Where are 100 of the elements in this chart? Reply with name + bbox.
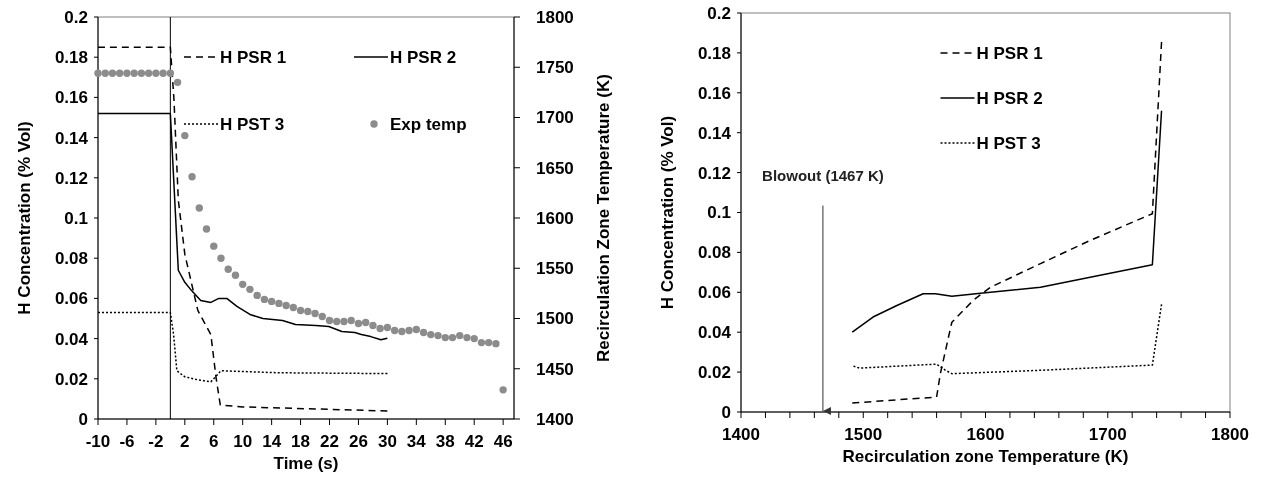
point bbox=[210, 242, 218, 250]
point bbox=[282, 301, 290, 310]
point bbox=[448, 333, 457, 342]
x-tick-label: 1500 bbox=[844, 425, 883, 444]
point bbox=[398, 327, 406, 336]
point bbox=[181, 131, 189, 140]
y-tick-label: 0.02 bbox=[54, 369, 88, 389]
x-tick-label: 2 bbox=[180, 432, 190, 451]
y-tick-label: 0.14 bbox=[54, 128, 89, 148]
y-tick-label: 0.12 bbox=[54, 168, 88, 188]
point bbox=[195, 204, 203, 212]
point bbox=[267, 297, 276, 306]
point bbox=[217, 254, 225, 262]
point bbox=[390, 326, 399, 335]
y2-tick-label: 1500 bbox=[536, 309, 574, 329]
point bbox=[354, 319, 363, 328]
point bbox=[239, 280, 247, 289]
point bbox=[289, 303, 298, 312]
x-tick-label: 22 bbox=[320, 432, 339, 451]
x-axis-title: Time (s) bbox=[273, 454, 339, 473]
y2-tick-label: 1550 bbox=[536, 259, 574, 279]
x-tick-label: 10 bbox=[233, 432, 253, 451]
point bbox=[116, 69, 124, 77]
y-tick-label: 0 bbox=[78, 409, 88, 429]
point bbox=[188, 173, 196, 181]
point bbox=[224, 265, 232, 273]
point bbox=[108, 69, 117, 77]
x-tick-label: 34 bbox=[406, 432, 427, 451]
x-tick-label: 1700 bbox=[1088, 425, 1127, 444]
legend-label: H PSR 1 bbox=[220, 47, 287, 67]
y2-tick-label: 1700 bbox=[536, 108, 574, 128]
x-tick-label: 38 bbox=[435, 432, 455, 451]
y-tick-label: 0.18 bbox=[54, 48, 88, 68]
point bbox=[166, 69, 175, 77]
point bbox=[369, 321, 377, 330]
point bbox=[311, 309, 319, 318]
x-tick-label: -10 bbox=[85, 432, 111, 451]
point bbox=[246, 285, 254, 294]
y2-axis-title: Recirculation Zone Temperature (K) bbox=[594, 74, 613, 362]
point bbox=[296, 306, 305, 315]
point bbox=[159, 69, 167, 77]
point bbox=[427, 330, 435, 339]
y2-tick-label: 1400 bbox=[536, 409, 574, 429]
point bbox=[405, 326, 413, 335]
point bbox=[137, 69, 146, 77]
y-tick-label: 0.1 bbox=[707, 203, 731, 223]
point bbox=[340, 317, 348, 326]
point bbox=[419, 328, 428, 337]
x-tick-label: 1600 bbox=[966, 425, 1005, 444]
y-tick-label: 0.02 bbox=[697, 363, 731, 383]
point bbox=[325, 316, 334, 325]
legend-label: Exp temp bbox=[390, 114, 467, 134]
point bbox=[144, 69, 153, 77]
y-tick-label: 0.08 bbox=[697, 243, 731, 263]
point bbox=[484, 338, 493, 347]
legend-label: H PSR 2 bbox=[390, 47, 457, 67]
y2-tick-label: 1650 bbox=[536, 158, 574, 178]
y-axis-title: H Concentration (% Vol) bbox=[658, 115, 677, 310]
ref-line-label: Blowout (1467 K) bbox=[762, 166, 884, 184]
point bbox=[412, 325, 421, 334]
y2-tick-label: 1450 bbox=[536, 359, 574, 379]
x-tick-label: 1400 bbox=[722, 425, 760, 444]
y-tick-label: 0.06 bbox=[54, 289, 88, 309]
point bbox=[253, 291, 261, 300]
point bbox=[101, 69, 109, 77]
point bbox=[361, 318, 370, 327]
point bbox=[492, 339, 500, 348]
point bbox=[130, 69, 138, 77]
point bbox=[231, 271, 240, 279]
y2-tick-label: 1600 bbox=[536, 208, 574, 228]
y-tick-label: 0.2 bbox=[64, 7, 88, 27]
point bbox=[499, 386, 507, 394]
point bbox=[441, 333, 449, 342]
y-tick-label: 0.18 bbox=[697, 43, 731, 63]
x-tick-label: 42 bbox=[464, 432, 484, 451]
x-axis-title: Recirculation zone Temperature (K) bbox=[842, 447, 1129, 466]
point bbox=[470, 334, 478, 343]
point bbox=[94, 69, 102, 77]
point bbox=[477, 338, 486, 347]
point bbox=[318, 312, 326, 321]
point bbox=[260, 295, 269, 304]
x-tick-label: 1800 bbox=[1211, 425, 1249, 444]
x-tick-label: 14 bbox=[262, 432, 282, 451]
point bbox=[202, 225, 211, 233]
legend-label: H PST 3 bbox=[976, 133, 1041, 153]
y-tick-label: 0.06 bbox=[697, 283, 731, 303]
point bbox=[434, 331, 442, 340]
y-tick-label: 0.1 bbox=[64, 208, 88, 228]
point bbox=[456, 331, 464, 340]
y-tick-label: 0.14 bbox=[697, 123, 732, 143]
legend-label: H PSR 1 bbox=[976, 43, 1043, 63]
x-tick-label: 6 bbox=[209, 432, 219, 451]
y-tick-label: 0.04 bbox=[54, 329, 89, 349]
point bbox=[173, 78, 182, 87]
point bbox=[347, 316, 355, 325]
legend-label: H PSR 2 bbox=[976, 88, 1043, 108]
point bbox=[304, 307, 312, 316]
y-tick-label: 0.16 bbox=[697, 83, 731, 103]
point bbox=[333, 317, 341, 326]
point bbox=[463, 333, 471, 342]
